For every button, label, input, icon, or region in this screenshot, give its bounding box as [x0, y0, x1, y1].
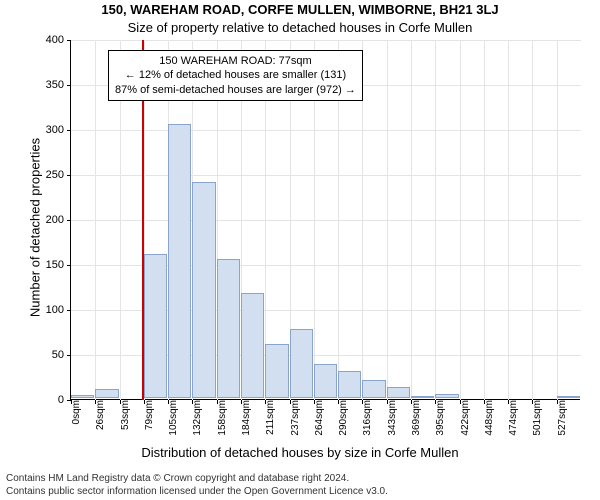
x-tick-label: 290sqm [338, 400, 349, 450]
histogram-bar [435, 394, 458, 399]
footer-line: Contains public sector information licen… [6, 486, 388, 499]
annotation-line: 87% of semi-detached houses are larger (… [115, 83, 356, 97]
x-tick-label: 211sqm [265, 400, 276, 450]
footer-attribution: Contains HM Land Registry data © Crown c… [6, 473, 388, 498]
y-tick-label: 350 [24, 79, 64, 91]
histogram-bar [95, 389, 118, 398]
annotation-box: 150 WAREHAM ROAD: 77sqm ← 12% of detache… [108, 50, 363, 101]
histogram-bar [290, 329, 313, 398]
y-tick-label: 200 [24, 214, 64, 226]
y-axis-label: Number of detached properties [28, 78, 43, 378]
x-tick-label: 184sqm [241, 400, 252, 450]
histogram-bar [265, 344, 288, 398]
x-tick-label: 369sqm [411, 400, 422, 450]
x-tick-label: 105sqm [168, 400, 179, 450]
histogram-bar [314, 364, 337, 398]
chart-title: 150, WAREHAM ROAD, CORFE MULLEN, WIMBORN… [0, 2, 600, 17]
histogram-bar [168, 124, 191, 399]
x-tick-label: 132sqm [192, 400, 203, 450]
footer-line: Contains HM Land Registry data © Crown c… [6, 473, 388, 486]
histogram-bar [217, 259, 240, 399]
histogram-bar [557, 396, 580, 398]
histogram-bar [241, 293, 264, 398]
x-tick-label: 237sqm [290, 400, 301, 450]
x-tick-label: 0sqm [71, 400, 82, 450]
histogram-bar [411, 396, 434, 398]
histogram-bar [387, 387, 410, 398]
x-tick-label: 316sqm [362, 400, 373, 450]
y-tick-label: 0 [24, 394, 64, 406]
x-tick-label: 501sqm [532, 400, 543, 450]
y-tick-label: 150 [24, 259, 64, 271]
x-tick-label: 422sqm [460, 400, 471, 450]
y-tick-label: 400 [24, 34, 64, 46]
x-tick-label: 343sqm [387, 400, 398, 450]
y-tick-label: 50 [24, 349, 64, 361]
y-tick-label: 250 [24, 169, 64, 181]
x-tick-label: 527sqm [557, 400, 568, 450]
x-tick-label: 79sqm [144, 400, 155, 450]
histogram-bar [71, 395, 94, 398]
x-tick-label: 26sqm [95, 400, 106, 450]
x-tick-label: 158sqm [217, 400, 228, 450]
chart-container: 150, WAREHAM ROAD, CORFE MULLEN, WIMBORN… [0, 0, 600, 500]
x-tick-label: 264sqm [314, 400, 325, 450]
x-tick-label: 53sqm [120, 400, 131, 450]
y-tick-label: 300 [24, 124, 64, 136]
chart-subtitle: Size of property relative to detached ho… [0, 20, 600, 35]
histogram-bar [338, 371, 361, 398]
x-tick-label: 395sqm [435, 400, 446, 450]
histogram-bar [192, 182, 215, 398]
x-tick-label: 448sqm [484, 400, 495, 450]
histogram-bar [144, 254, 167, 398]
x-tick-label: 474sqm [508, 400, 519, 450]
y-tick-label: 100 [24, 304, 64, 316]
annotation-line: 150 WAREHAM ROAD: 77sqm [115, 54, 356, 68]
plot-area: 0sqm26sqm53sqm79sqm105sqm132sqm158sqm184… [70, 40, 580, 400]
annotation-line: ← 12% of detached houses are smaller (13… [115, 68, 356, 82]
histogram-bar [362, 380, 385, 398]
